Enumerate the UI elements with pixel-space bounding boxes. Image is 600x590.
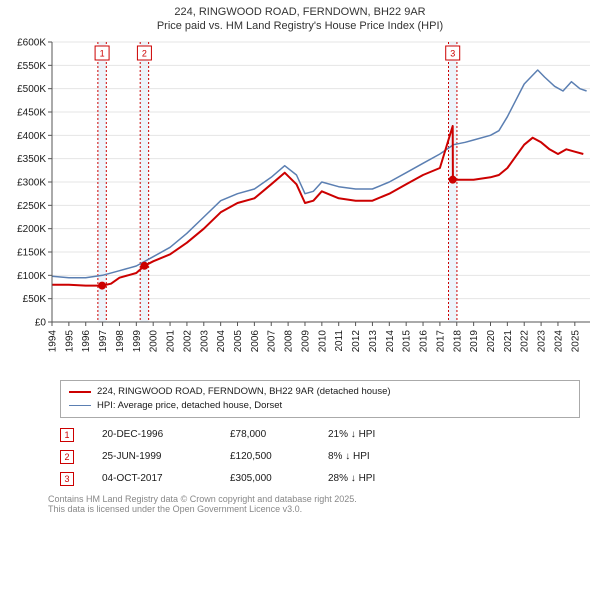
footnote-line1: Contains HM Land Registry data © Crown c… [48,494,580,505]
legend-row: HPI: Average price, detached house, Dors… [69,399,571,413]
x-tick-label: 2011 [334,329,345,351]
x-tick-label: 2014 [385,329,396,352]
sale-price: £305,000 [230,473,300,484]
x-tick-label: 1995 [64,329,75,352]
y-tick-label: £200K [17,224,46,235]
x-tick-label: 2010 [317,329,328,352]
footnote-line2: This data is licensed under the Open Gov… [48,504,580,515]
y-tick-label: £450K [17,107,46,118]
x-tick-label: 2005 [233,329,244,352]
x-tick-label: 1999 [132,329,143,352]
x-tick-label: 2016 [419,329,430,352]
x-tick-label: 2013 [368,329,379,352]
marker-badge: 3 [60,472,74,486]
marker-badge-label: 1 [100,48,105,58]
x-tick-label: 1994 [48,329,59,352]
x-tick-label: 2008 [284,329,295,352]
x-tick-label: 2023 [537,329,548,352]
y-tick-label: £600K [17,37,46,48]
marker-badge-label: 2 [142,48,147,58]
x-tick-label: 2022 [520,329,531,352]
price-chart: 1 2 3 £0 £50K £100K £150K £200K £250K £300K £350K £… [0,36,600,376]
sales-table: 1 20-DEC-1996 £78,000 21% ↓ HPI 2 25-JUN-1999… [48,424,580,490]
x-tick-label: 2012 [351,329,362,352]
y-tick-label: £350K [17,154,46,165]
legend-label: HPI: Average price, detached house, Dors… [97,400,282,411]
marker-badge: 1 [60,428,74,442]
chart-container: 1 2 3 £0 £50K £100K £150K £200K £250K £300K £350K £… [0,36,600,376]
x-tick-label: 2020 [486,329,497,352]
x-tick-label: 2004 [216,329,227,352]
legend: 224, RINGWOOD ROAD, FERNDOWN, BH22 9AR (… [60,380,580,418]
y-tick-label: £500K [17,84,46,95]
sale-date: 25-JUN-1999 [102,451,202,462]
legend-row: 224, RINGWOOD ROAD, FERNDOWN, BH22 9AR (… [69,385,571,399]
sales-table-row: 2 25-JUN-1999 £120,500 8% ↓ HPI [48,446,580,468]
x-tick-label: 2021 [503,329,514,352]
x-tick-label: 2025 [570,329,581,352]
x-tick-label: 2017 [435,329,446,352]
sale-date: 20-DEC-1996 [102,429,202,440]
legend-label: 224, RINGWOOD ROAD, FERNDOWN, BH22 9AR (… [97,386,391,397]
x-tick-label: 2007 [267,329,278,352]
x-tick-label: 2015 [402,329,413,352]
sale-date: 04-OCT-2017 [102,473,202,484]
x-tick-label: 2003 [199,329,210,352]
sale-point [98,281,106,289]
sales-table-row: 1 20-DEC-1996 £78,000 21% ↓ HPI [48,424,580,446]
chart-title-block: 224, RINGWOOD ROAD, FERNDOWN, BH22 9AR P… [0,0,600,36]
footnote: Contains HM Land Registry data © Crown c… [48,494,580,516]
sale-price: £120,500 [230,451,300,462]
x-tick-label: 2019 [469,329,480,352]
x-tick-label: 2006 [250,329,261,352]
x-tick-label: 2000 [149,329,160,352]
x-tick-label: 1997 [98,329,109,352]
marker-badge: 2 [60,450,74,464]
x-tick-label: 2018 [452,329,463,352]
legend-swatch [69,405,91,406]
sale-price: £78,000 [230,429,300,440]
sale-hpi-diff: 8% ↓ HPI [328,451,418,462]
x-tick-label: 1996 [81,329,92,352]
y-tick-label: £0 [35,317,47,328]
sale-point [140,261,148,269]
y-tick-label: £250K [17,200,46,211]
legend-swatch [69,391,91,393]
sale-point [449,175,457,183]
sale-hpi-diff: 21% ↓ HPI [328,429,418,440]
x-tick-label: 1998 [115,329,126,352]
x-tick-label: 2009 [300,329,311,352]
y-tick-label: £100K [17,270,46,281]
x-tick-label: 2002 [182,329,193,352]
marker-badge-label: 3 [450,48,455,58]
y-tick-label: £50K [23,294,47,305]
y-tick-label: £150K [17,247,46,258]
chart-title-line1: 224, RINGWOOD ROAD, FERNDOWN, BH22 9AR [20,6,580,20]
sales-table-row: 3 04-OCT-2017 £305,000 28% ↓ HPI [48,468,580,490]
chart-title-line2: Price paid vs. HM Land Registry's House … [20,20,580,34]
y-tick-label: £300K [17,177,46,188]
y-tick-label: £400K [17,130,46,141]
x-tick-label: 2001 [166,329,177,352]
x-tick-label: 2024 [553,329,564,352]
sale-hpi-diff: 28% ↓ HPI [328,473,418,484]
y-tick-label: £550K [17,60,46,71]
